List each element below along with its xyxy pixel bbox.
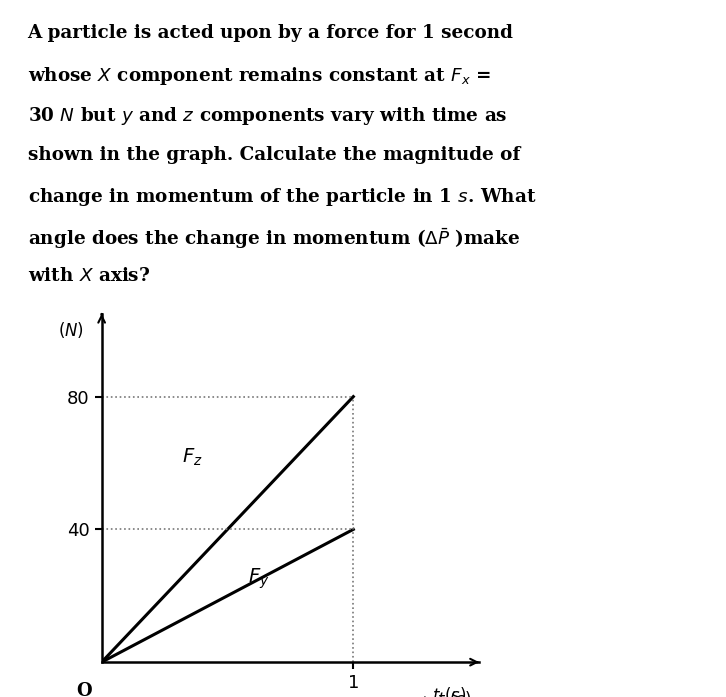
Text: 30 $N$ but $y$ and $z$ components vary with time as: 30 $N$ but $y$ and $z$ components vary w… <box>28 105 507 128</box>
Text: O: O <box>76 682 91 697</box>
Text: $F_y$: $F_y$ <box>248 566 269 591</box>
Text: whose $X$ component remains constant at $F_x$ =: whose $X$ component remains constant at … <box>28 65 491 87</box>
Text: $\rightarrow$ $t$ $(s)$: $\rightarrow$ $t$ $(s)$ <box>411 689 472 697</box>
Text: change in momentum of the particle in 1 $s$. What: change in momentum of the particle in 1 … <box>28 186 537 208</box>
Text: $t$ $(s)$: $t$ $(s)$ <box>432 685 466 697</box>
Text: with $X$ axis?: with $X$ axis? <box>28 267 150 285</box>
Text: shown in the graph. Calculate the magnitude of: shown in the graph. Calculate the magnit… <box>28 146 520 164</box>
Text: angle does the change in momentum ($\Delta \bar{P}$ )make: angle does the change in momentum ($\Del… <box>28 227 520 251</box>
Text: $(N)$: $(N)$ <box>58 320 84 340</box>
Text: A particle is acted upon by a force for 1 second: A particle is acted upon by a force for … <box>28 24 513 43</box>
Text: $F_z$: $F_z$ <box>182 447 203 468</box>
